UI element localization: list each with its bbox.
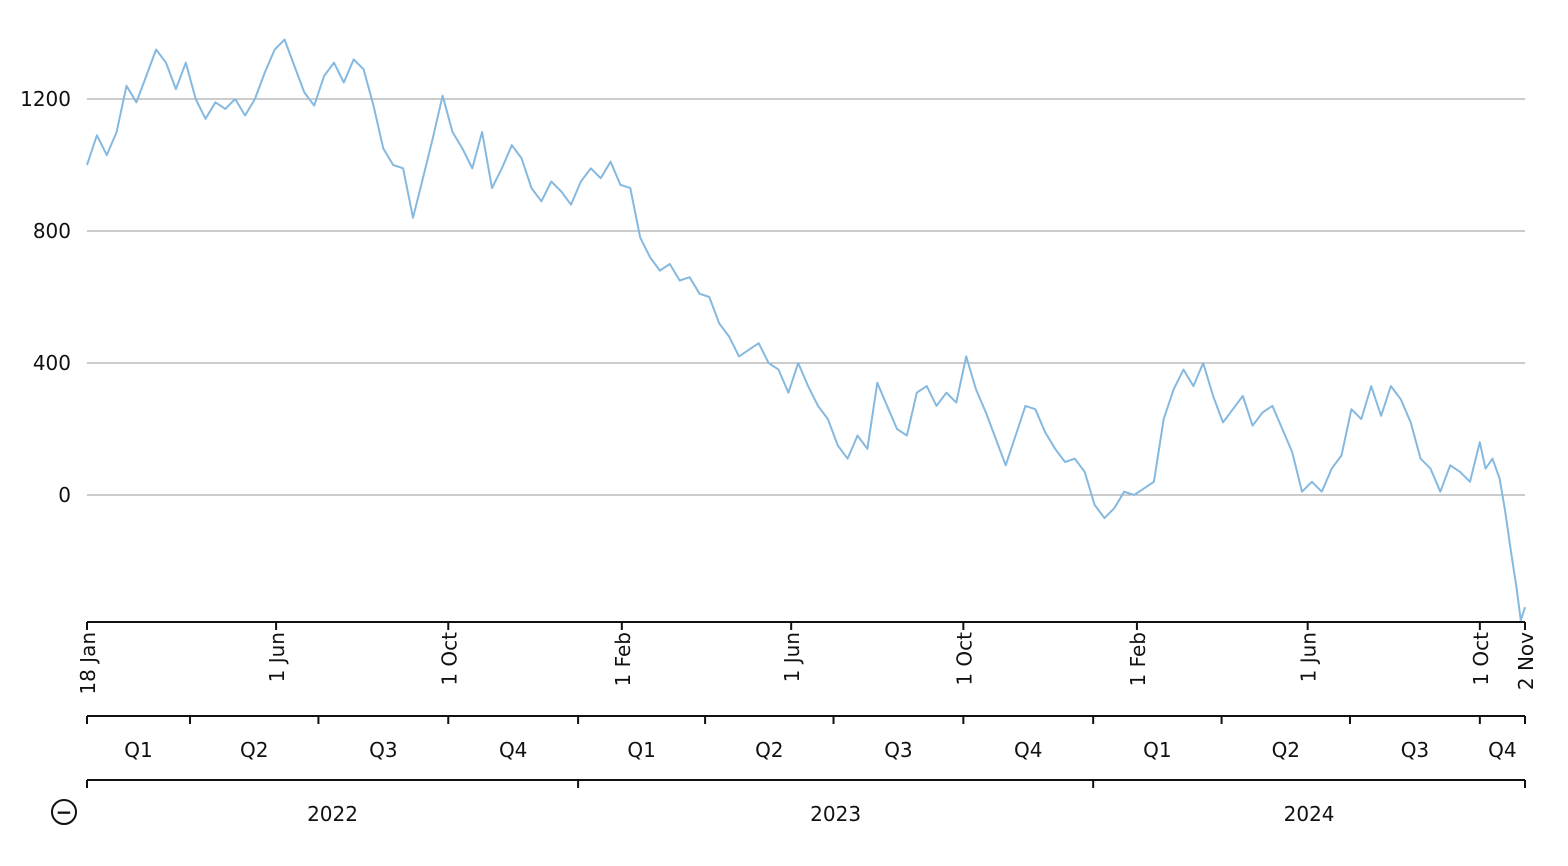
quarter-label: Q3: [884, 738, 912, 762]
x-tick-label: 1 Jun: [780, 632, 804, 682]
y-tick-label: 1200: [20, 87, 71, 111]
quarter-label: Q1: [1143, 738, 1171, 762]
quarter-label: Q4: [1488, 738, 1516, 762]
quarter-label: Q2: [240, 738, 268, 762]
x-tick-label: 1 Feb: [611, 632, 635, 687]
x-tick-label: 1 Oct: [437, 632, 461, 686]
collapse-button[interactable]: −: [51, 799, 77, 825]
year-band: 2022 2023 2024: [86, 779, 1526, 826]
x-tick-label: 1 Oct: [952, 632, 976, 686]
quarter-label: Q3: [369, 738, 397, 762]
year-label: 2023: [810, 802, 861, 826]
quarter-label: Q3: [1401, 738, 1429, 762]
quarter-label: Q1: [124, 738, 152, 762]
quarter-label: Q4: [1014, 738, 1042, 762]
x-tick-label: 1 Oct: [1469, 632, 1493, 686]
y-tick-label: 0: [58, 483, 71, 507]
year-label: 2024: [1284, 802, 1335, 826]
quarter-band: Q1 Q2 Q3 Q4 Q1 Q2 Q3 Q4 Q1 Q2 Q3 Q4: [86, 715, 1526, 762]
x-tick-label: 1 Jun: [265, 632, 289, 682]
x-tick-label: 18 Jan: [76, 632, 100, 695]
y-axis: 0 400 800 1200: [20, 87, 71, 507]
quarter-label: Q2: [755, 738, 783, 762]
x-tick-label: 1 Jun: [1297, 632, 1321, 682]
quarter-label: Q2: [1272, 738, 1300, 762]
x-tick-label: 2 Nov: [1514, 632, 1538, 690]
quarter-label: Q4: [499, 738, 527, 762]
collapse-symbol: −: [56, 800, 73, 824]
y-tick-label: 800: [33, 219, 71, 243]
x-tick-label: 1 Feb: [1126, 632, 1150, 687]
minus-circle-icon: [51, 799, 77, 825]
x-axis: 18 Jan 1 Jun 1 Oct 1 Feb 1 Jun 1 Oct 1 Feb 1 Ju…: [76, 621, 1538, 695]
grid-layer: [87, 98, 1525, 496]
series-layer: [86, 38, 1526, 622]
series-line-value: [86, 38, 1526, 622]
y-tick-label: 400: [33, 351, 71, 375]
year-label: 2022: [307, 802, 358, 826]
quarter-label: Q1: [627, 738, 655, 762]
